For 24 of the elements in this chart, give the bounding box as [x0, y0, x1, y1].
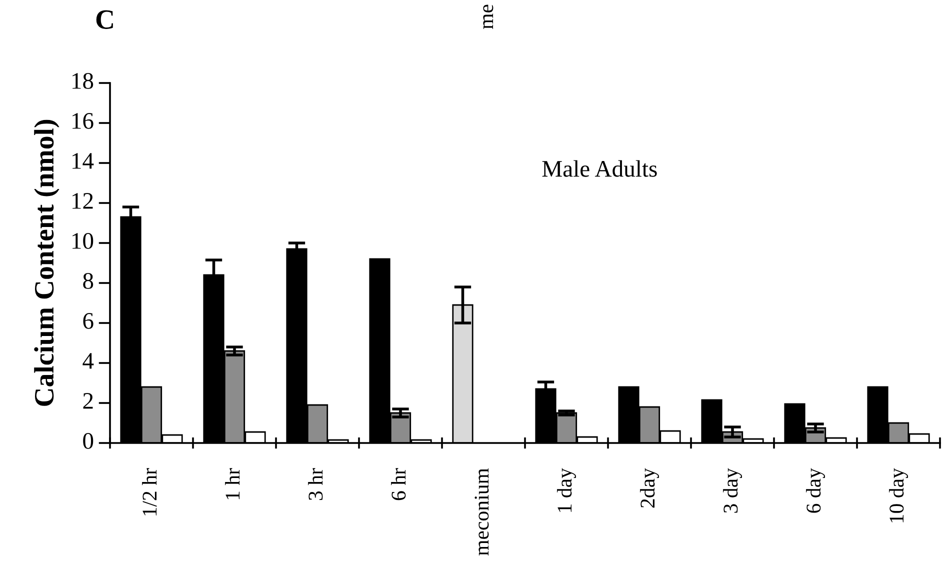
y-tick-label: 18 [72, 72, 94, 89]
x-tick-label: 1 day [557, 468, 576, 512]
chart-title: C [96, 10, 113, 29]
x-tick-label: 10 day [889, 468, 908, 522]
y-tick-label: 6 [83, 313, 94, 329]
y-tick-label: 16 [72, 113, 94, 129]
x-tick-label: 1 hr [225, 468, 240, 500]
y-tick-label: 14 [72, 153, 94, 169]
y-tick-label: 8 [83, 272, 94, 289]
y-axis-title: Calcium Content (nmol) [34, 120, 60, 406]
y-tick-label: 4 [82, 353, 94, 369]
y-tick-label: 10 [72, 232, 94, 249]
x-tick-label: 3 day [723, 468, 742, 513]
x-tick-label: meconium [474, 468, 489, 556]
x-tick-label: 6 day [806, 468, 825, 513]
y-tick-label: 2 [83, 393, 93, 409]
text: me [483, 4, 494, 30]
x-tick-label: 1/2 hr [142, 468, 157, 516]
annotation: Male Adults [542, 160, 657, 177]
x-tick-label: 3 hr [308, 468, 323, 500]
y-tick-label: 12 [72, 193, 93, 209]
x-tick-label: 6 hr [391, 468, 406, 500]
x-tick-label: 2day [640, 468, 659, 508]
y-tick-label: 0 [83, 432, 94, 449]
